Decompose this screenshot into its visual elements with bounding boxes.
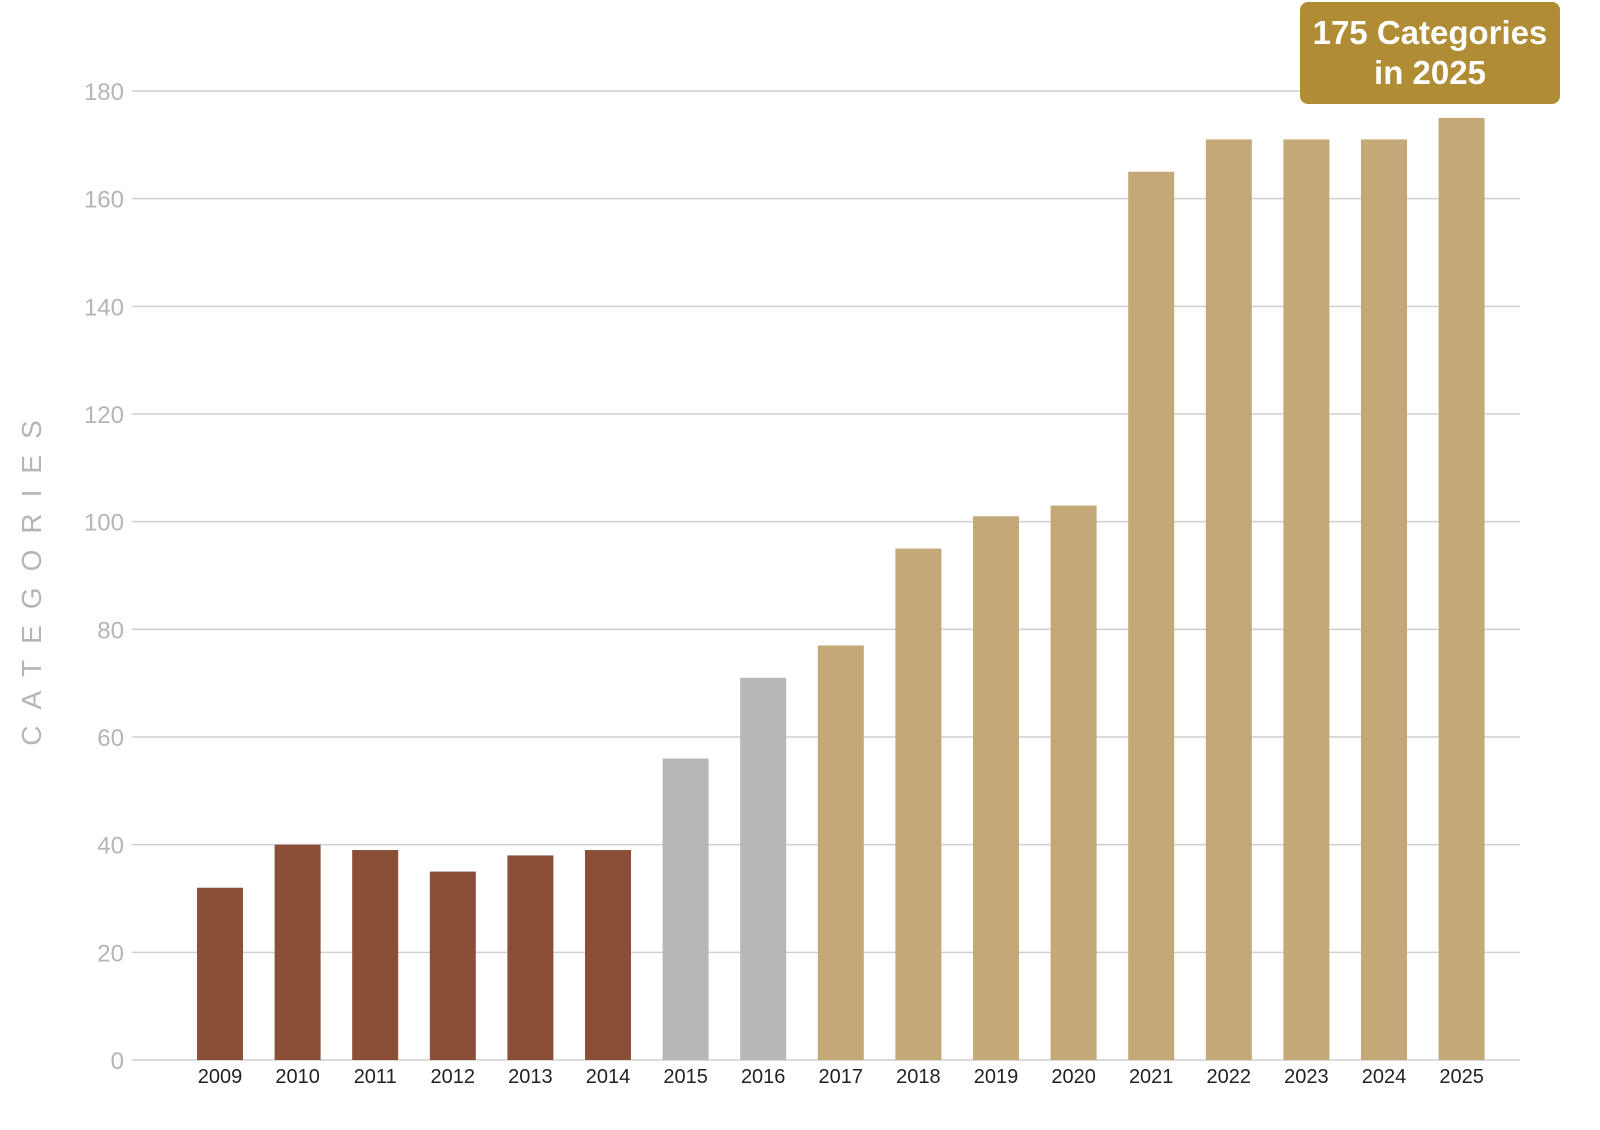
bar-2015 bbox=[662, 758, 709, 1060]
bar-2014 bbox=[585, 850, 631, 1060]
x-tick-label: 2022 bbox=[1207, 1066, 1252, 1088]
bar-2016 bbox=[740, 677, 787, 1060]
x-tick-label: 2013 bbox=[508, 1066, 553, 1088]
bar-2011 bbox=[352, 850, 399, 1060]
x-tick-label: 2016 bbox=[741, 1066, 786, 1088]
x-tick-label: 2014 bbox=[586, 1066, 631, 1088]
bar-2021 bbox=[1128, 171, 1175, 1060]
y-tick-label: 20 bbox=[97, 940, 124, 967]
bar-2009 bbox=[197, 887, 243, 1060]
y-tick-label: 140 bbox=[84, 294, 124, 321]
y-tick-label: 180 bbox=[84, 79, 124, 106]
x-tick-label: 2011 bbox=[354, 1066, 397, 1088]
x-tick-label: 2021 bbox=[1129, 1066, 1174, 1088]
bars bbox=[197, 117, 1485, 1060]
bar-2022 bbox=[1205, 139, 1252, 1060]
bar-2019 bbox=[973, 516, 1019, 1060]
y-tick-label: 80 bbox=[97, 617, 124, 644]
y-tick-label: 100 bbox=[84, 510, 124, 537]
x-tick-label: 2025 bbox=[1439, 1066, 1484, 1088]
y-tick-label: 60 bbox=[97, 725, 124, 752]
x-tick-label: 2020 bbox=[1051, 1066, 1096, 1088]
bar-2017 bbox=[817, 645, 864, 1060]
bar-2018 bbox=[895, 548, 942, 1060]
bar-2023 bbox=[1283, 139, 1330, 1060]
bar-2025 bbox=[1438, 117, 1485, 1060]
bar-2020 bbox=[1050, 505, 1097, 1060]
highlight-callout: 175 Categories in 2025 bbox=[1300, 2, 1560, 104]
bar-2024 bbox=[1361, 139, 1407, 1060]
x-tick-label: 2015 bbox=[663, 1066, 708, 1088]
bar-2013 bbox=[507, 855, 554, 1060]
y-axis-label: CATEGORIES bbox=[16, 404, 47, 746]
y-tick-label: 40 bbox=[97, 833, 124, 860]
y-tick-label: 120 bbox=[84, 402, 124, 429]
x-tick-label: 2024 bbox=[1362, 1066, 1407, 1088]
y-tick-label: 160 bbox=[84, 187, 124, 214]
x-axis-ticks: 2009 2010 2011 2012 2013 2014 2015 2016 2017 2018… bbox=[198, 1066, 1484, 1088]
callout-line-1: 175 Categories bbox=[1312, 14, 1548, 51]
x-tick-label: 2017 bbox=[819, 1066, 864, 1088]
callout-line-2: in 2025 bbox=[1374, 54, 1486, 91]
bar-2010 bbox=[274, 844, 321, 1060]
bar-2012 bbox=[429, 871, 476, 1060]
y-axis-ticks: 0 20 40 60 80 100 120 140 160 180 bbox=[84, 79, 124, 1075]
x-tick-label: 2018 bbox=[896, 1066, 941, 1088]
x-tick-label: 2009 bbox=[198, 1066, 243, 1088]
x-tick-label: 2012 bbox=[431, 1066, 476, 1088]
x-tick-label: 2023 bbox=[1284, 1066, 1329, 1088]
x-tick-label: 2019 bbox=[974, 1066, 1019, 1088]
y-tick-label: 0 bbox=[111, 1048, 124, 1075]
x-tick-label: 2010 bbox=[275, 1066, 320, 1088]
